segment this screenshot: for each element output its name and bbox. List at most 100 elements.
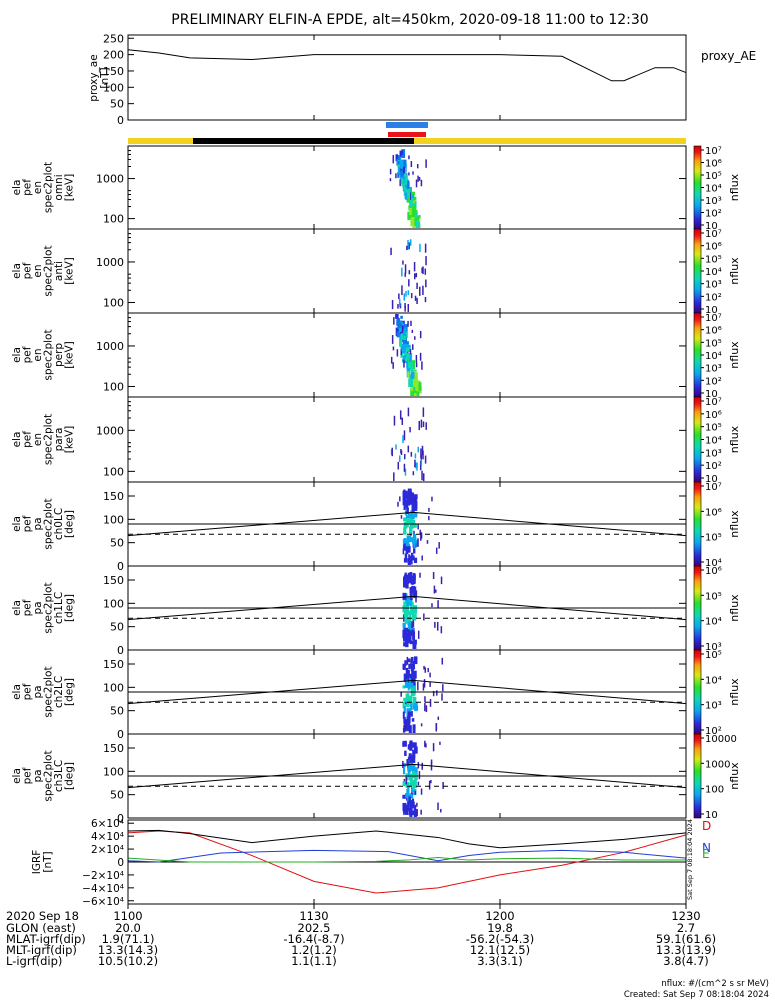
- data-pixel: [413, 512, 418, 518]
- data-pixel: [413, 746, 418, 754]
- data-pixel: [392, 346, 395, 351]
- igrf-total-line: [127, 829, 687, 849]
- data-pixel: [407, 445, 410, 453]
- data-pixel: [409, 426, 411, 433]
- data-pixel: [416, 391, 420, 396]
- ylabel-line: [deg]: [63, 762, 75, 790]
- data-pixel: [393, 472, 395, 481]
- ephemeris-value: 2.7: [677, 921, 695, 935]
- data-pixel: [410, 510, 414, 517]
- data-pixel: [412, 781, 415, 790]
- data-pixel: [409, 624, 412, 631]
- data-pixel: [411, 810, 416, 816]
- data-pixel: [404, 306, 406, 312]
- spectrogram-panel-anti: 1001000elapefenspec2plotanti[keV]1010²10…: [11, 228, 741, 316]
- y-tick-label: −2×10⁴: [82, 870, 124, 882]
- colorbar: [693, 312, 702, 398]
- data-pixel: [404, 627, 409, 633]
- data-pixel: [412, 642, 417, 649]
- colorbar-tick-label: 10⁷: [705, 229, 722, 240]
- data-pixel: [412, 749, 416, 759]
- ylabel-line: ela: [11, 263, 23, 279]
- data-pixel: [411, 756, 415, 763]
- data-pixel: [427, 667, 429, 673]
- colorbar-tick-label: 10: [705, 474, 718, 485]
- data-pixel: [420, 454, 423, 460]
- data-pixel: [405, 540, 410, 547]
- data-pixel: [403, 430, 406, 441]
- data-pixel: [403, 352, 408, 356]
- data-pixel: [413, 262, 416, 272]
- data-pixel: [405, 192, 409, 201]
- y-tick-label: 100: [103, 597, 124, 610]
- data-pixel: [399, 455, 401, 462]
- proxy-ae-frame: [127, 34, 687, 121]
- data-pixel: [403, 601, 407, 609]
- data-pixel: [407, 320, 409, 327]
- panel-ylabel: IGRF [nT]: [31, 850, 54, 875]
- data-pixel: [429, 698, 432, 707]
- ylabel-line: [keV]: [63, 174, 75, 202]
- ylabel-line: pa: [32, 601, 44, 614]
- ephemeris-value: 13.3(13.9): [656, 943, 716, 957]
- data-pixel: [406, 341, 409, 345]
- data-pixel: [420, 531, 422, 541]
- y-tick-label: 50: [110, 98, 124, 111]
- data-pixel: [416, 462, 418, 471]
- data-pixel: [418, 382, 422, 391]
- ylabel-line: ch0LC: [53, 508, 65, 540]
- data-pixel: [398, 322, 402, 330]
- data-pixel: [399, 154, 402, 163]
- ylabel-line: pef: [21, 179, 33, 196]
- pa-envelope-line: [127, 595, 687, 621]
- data-pixel: [419, 572, 421, 578]
- data-pixel: [410, 197, 414, 203]
- data-pixel: [411, 579, 414, 583]
- data-pixel: [429, 672, 431, 678]
- data-pixel: [412, 619, 415, 627]
- data-pixel: [403, 538, 407, 542]
- y-tick-label: −4×10⁴: [82, 883, 124, 895]
- data-pixel: [435, 723, 437, 732]
- data-pixel: [421, 555, 423, 561]
- data-pixel: [408, 753, 412, 760]
- time-label-1130: 1130: [299, 909, 328, 923]
- data-pixel: [409, 591, 413, 601]
- data-pixel: [407, 407, 410, 417]
- colorbar: [693, 565, 702, 651]
- data-pixel: [411, 552, 414, 557]
- data-pixel: [407, 545, 411, 553]
- ephemeris-value: -56.2(-54.3): [466, 932, 534, 946]
- data-pixel: [409, 776, 413, 785]
- data-pixel: [414, 453, 417, 459]
- data-pixel: [413, 767, 418, 776]
- data-pixel: [400, 178, 404, 185]
- data-pixel: [407, 715, 411, 724]
- data-pixel: [406, 245, 408, 251]
- ylabel-line: ela: [11, 684, 23, 700]
- colorbar-tick-label: 10³: [705, 642, 722, 653]
- colorbar: [693, 733, 702, 819]
- data-pixel: [414, 295, 417, 301]
- colorbar-tick-label: 10²: [705, 376, 722, 387]
- colorbar-tick-label: 1000: [705, 759, 730, 770]
- day-bar-left: [128, 138, 193, 144]
- data-pixel: [412, 661, 416, 670]
- data-pixel: [408, 279, 410, 287]
- data-pixel: [436, 621, 439, 631]
- ephemeris-row-label: GLON (east): [6, 921, 76, 935]
- data-pixel: [404, 682, 409, 688]
- colorbar-tick-label: 10³: [705, 280, 722, 291]
- ylabel-line: ch3LC: [53, 760, 65, 792]
- data-pixel: [405, 579, 408, 589]
- data-pixel: [410, 220, 413, 227]
- data-pixel: [407, 187, 411, 195]
- time-label-1200: 1200: [485, 909, 514, 923]
- y-tick-label: 150: [103, 742, 124, 755]
- ylabel-line: [keV]: [63, 426, 75, 454]
